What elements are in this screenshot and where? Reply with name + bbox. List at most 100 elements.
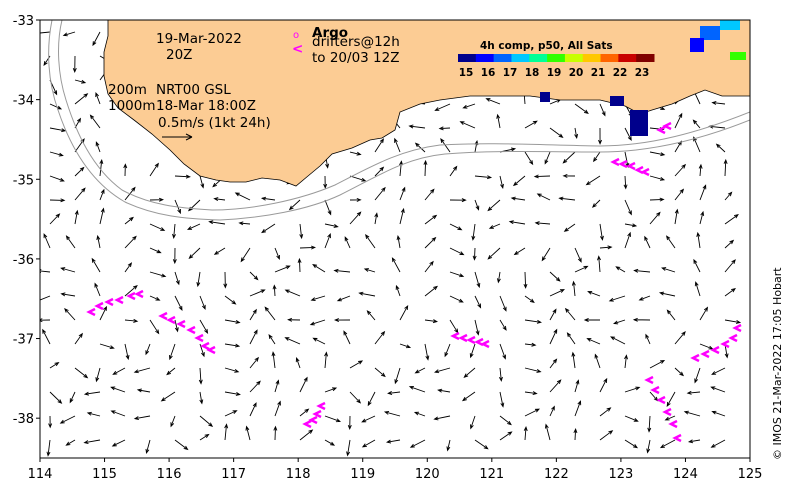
current-vector: [444, 343, 451, 358]
current-vector: [487, 247, 501, 260]
current-vector: [40, 295, 51, 301]
colorbar-swatch: [511, 54, 530, 62]
drifter-marker: [308, 415, 318, 425]
current-vector: [574, 247, 582, 263]
current-vector: [196, 271, 201, 288]
drifter-marker: [312, 409, 322, 419]
current-vector: [312, 264, 326, 273]
current-vector: [649, 197, 665, 202]
current-vector: [564, 307, 576, 321]
current-vector: [344, 236, 351, 249]
current-vector: [224, 391, 241, 396]
current-vector: [674, 112, 683, 129]
current-vector: [387, 391, 401, 395]
current-vector: [249, 380, 261, 393]
colorbar-labels: 15 16 17 18 19 20 21 22 23: [459, 67, 650, 79]
current-vector: [699, 184, 707, 201]
current-vector: [710, 439, 726, 448]
current-vector: [632, 317, 651, 322]
current-vector: [49, 198, 66, 203]
current-vector: [659, 439, 676, 449]
current-vector: [687, 439, 701, 444]
x-tick-label: 116: [157, 467, 182, 482]
current-vector: [563, 223, 576, 232]
drifter-marker: [662, 121, 672, 131]
contour-1000m: [48, 20, 750, 221]
current-vector: [188, 247, 201, 259]
current-vector: [336, 295, 351, 302]
x-tick-label: 125: [738, 467, 763, 482]
x-tick-label: 118: [286, 467, 311, 482]
current-vector: [310, 295, 326, 301]
drifters-label: drifters@12h: [312, 34, 400, 50]
current-vector: [666, 309, 676, 321]
current-vector: [346, 439, 351, 457]
current-vector: [658, 291, 676, 297]
current-vector: [562, 173, 576, 178]
current-vector: [408, 124, 426, 129]
current-vector: [349, 391, 362, 404]
current-vector: [43, 55, 51, 67]
current-vector: [43, 233, 51, 249]
current-vector: [647, 415, 652, 433]
current-vector: [459, 121, 476, 129]
current-vector: [149, 271, 167, 278]
drifter-marker: [626, 161, 636, 171]
current-vector: [587, 290, 601, 297]
current-vector: [149, 247, 162, 254]
current-vector: [724, 287, 736, 297]
current-vector: [566, 332, 576, 345]
y-tick-label: -36: [13, 253, 34, 268]
current-vector: [649, 151, 666, 157]
scale-label: 0.5m/s (1kt 24h): [158, 115, 271, 131]
x-tick-label: 117: [221, 467, 246, 482]
current-vector: [549, 405, 555, 417]
current-vector: [133, 415, 151, 421]
current-vector: [694, 281, 701, 297]
current-vector: [440, 138, 451, 153]
drifter-marker: [668, 419, 678, 429]
current-vector: [145, 439, 151, 455]
current-vector: [496, 271, 501, 284]
current-vector: [544, 423, 551, 441]
current-vector: [624, 127, 632, 142]
x-tick-label: 114: [28, 467, 53, 482]
current-vector: [665, 235, 676, 249]
current-vector: [268, 334, 276, 345]
current-vector: [624, 199, 632, 216]
current-vector: [273, 425, 278, 441]
current-vector: [599, 223, 604, 241]
current-vector: [549, 127, 564, 138]
drifter-marker: [640, 167, 650, 177]
current-vector: [674, 163, 687, 177]
current-vector: [49, 391, 63, 404]
current-vector: [583, 318, 601, 322]
current-vector: [573, 428, 578, 441]
current-vector: [160, 391, 176, 402]
current-vector: [96, 234, 101, 249]
x-tick-label: 122: [544, 467, 569, 482]
current-vector: [724, 214, 739, 225]
current-vector: [199, 391, 204, 405]
current-vector: [249, 356, 260, 369]
current-vector: [94, 282, 101, 297]
current-vector: [624, 386, 641, 393]
current-vector: [99, 343, 115, 350]
drifter-marker: [610, 157, 620, 167]
current-vector: [399, 186, 406, 201]
current-vector: [365, 234, 376, 249]
current-vector: [724, 191, 733, 201]
current-vector: [408, 385, 426, 393]
current-vector: [711, 367, 726, 375]
x-axis: 114 115 116 117 118 119 120 121 122 123 124 125: [28, 458, 763, 482]
current-vector: [699, 306, 709, 321]
current-vector: [424, 285, 438, 297]
current-vector: [434, 103, 451, 111]
current-vector: [686, 390, 701, 395]
current-vector: [149, 295, 161, 301]
x-tick-label: 124: [673, 467, 698, 482]
drifter-marker: [690, 353, 700, 363]
current-vector: [487, 199, 501, 212]
y-axis: -33 -34 -35 -36 -37 -38: [13, 14, 40, 427]
current-vector: [674, 331, 686, 345]
